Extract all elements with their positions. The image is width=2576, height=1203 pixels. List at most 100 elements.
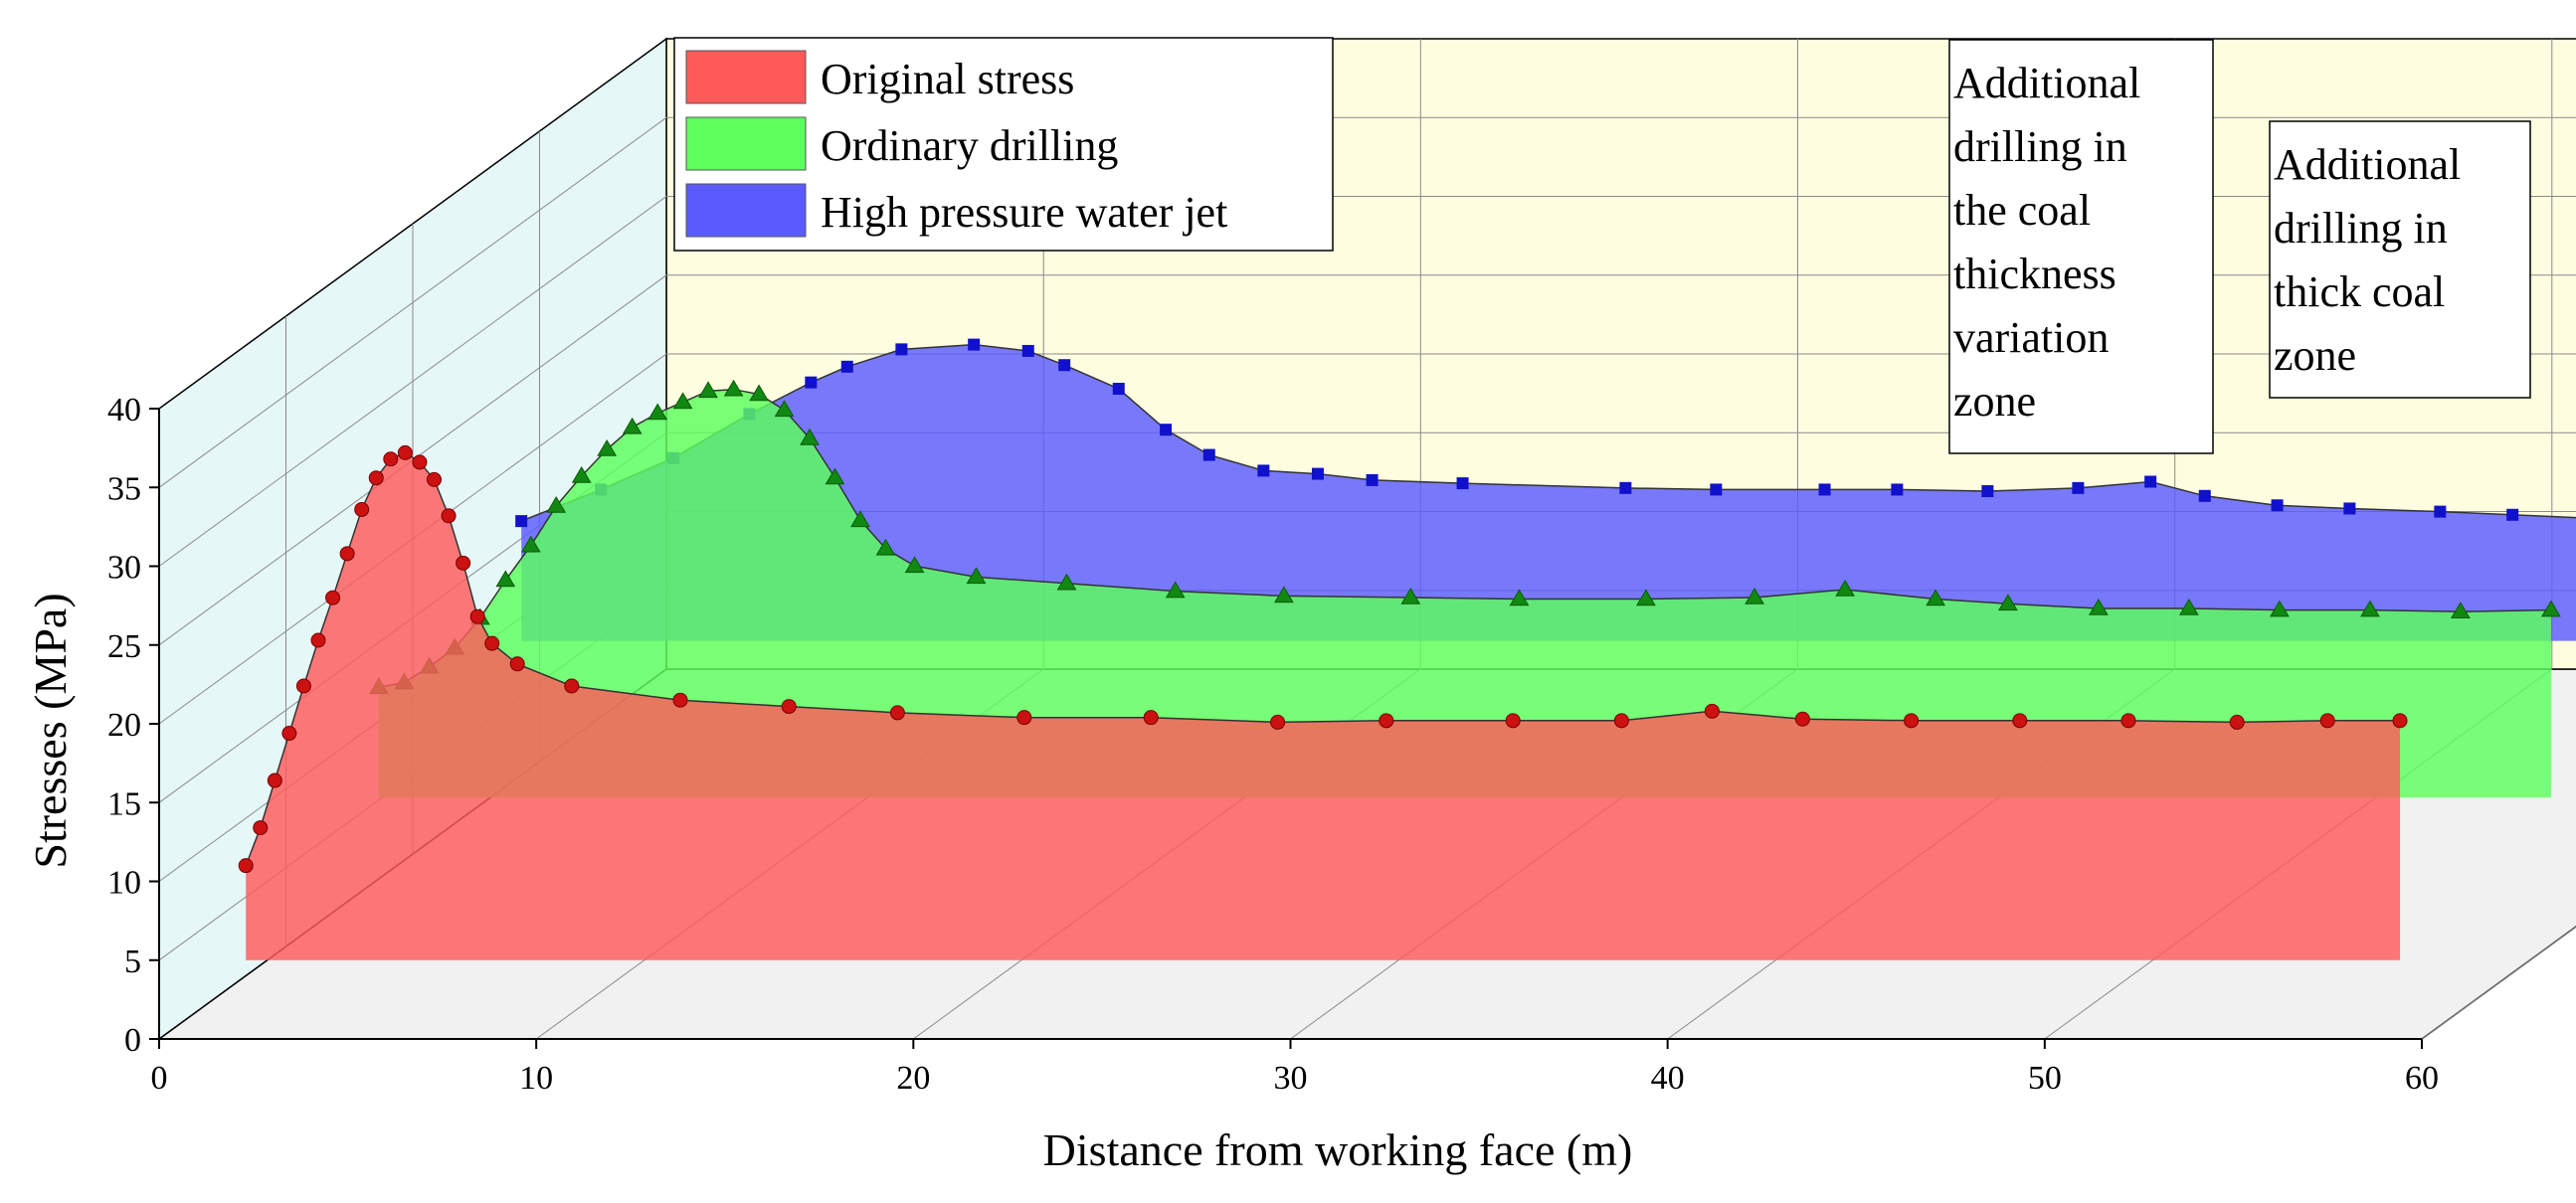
data-point xyxy=(2270,600,2290,617)
y-tick-label: 10 xyxy=(107,865,141,902)
data-point xyxy=(672,692,688,708)
legend-swatch-original-stress xyxy=(685,50,807,104)
legend-label-original-stress: Original stress xyxy=(821,55,1074,103)
data-point xyxy=(2120,713,2136,729)
data-point xyxy=(840,360,853,373)
legend-label-water-jet: High pressure water jet xyxy=(821,188,1227,237)
data-point xyxy=(509,656,525,672)
annotation-box xyxy=(2269,120,2531,399)
data-point xyxy=(495,570,516,588)
data-point xyxy=(1257,464,1270,477)
data-point xyxy=(1891,483,1904,496)
tick-labels: 0 5 10 15 20 25 30 35 40 0 10 20 30 40 50 60 xyxy=(107,392,2439,1097)
data-point xyxy=(281,726,297,742)
data-point xyxy=(238,858,254,874)
annotation-line: drilling in xyxy=(2274,204,2448,253)
data-point xyxy=(850,510,870,528)
y-tick-label: 5 xyxy=(124,944,141,980)
data-point xyxy=(1835,580,1855,597)
x-tick-label: 20 xyxy=(896,1060,930,1097)
annotation-line: thick coal xyxy=(2274,267,2445,316)
axes xyxy=(149,408,2423,1049)
data-point xyxy=(2434,505,2447,518)
data-point xyxy=(966,567,987,585)
data-point xyxy=(397,444,413,460)
data-point xyxy=(597,439,618,456)
data-point xyxy=(1143,710,1159,726)
annotation-line: drilling in xyxy=(1953,122,2127,171)
y-tick-label: 20 xyxy=(107,707,141,744)
data-point xyxy=(2072,481,2085,494)
data-point xyxy=(368,470,384,486)
data-point xyxy=(723,379,744,397)
y-tick-label: 40 xyxy=(107,392,141,429)
data-point xyxy=(325,590,341,605)
data-point xyxy=(1794,711,1810,727)
data-point xyxy=(2229,714,2245,730)
data-point xyxy=(1270,714,1286,730)
annotation-coal-thickness-variation-zone: Additional drilling in the coal thicknes… xyxy=(1948,39,2214,454)
data-point xyxy=(805,376,818,389)
legend-label-ordinary-drilling: Ordinary drilling xyxy=(821,121,1118,170)
data-point xyxy=(1016,710,1032,726)
x-tick-label: 50 xyxy=(2028,1060,2062,1097)
data-point xyxy=(383,451,399,467)
data-point xyxy=(412,454,428,470)
data-point xyxy=(698,381,718,399)
annotation-line: zone xyxy=(2274,331,2356,380)
x-tick-label: 10 xyxy=(519,1060,553,1097)
data-point xyxy=(1165,581,1186,599)
data-point xyxy=(2089,599,2109,615)
annotation-line: Additional xyxy=(2274,140,2461,189)
data-point xyxy=(1456,477,1469,490)
data-point xyxy=(1056,573,1077,591)
data-point xyxy=(571,465,592,483)
data-point xyxy=(267,773,282,788)
y-tick-label: 30 xyxy=(107,550,141,587)
data-point xyxy=(2012,713,2028,729)
data-point xyxy=(672,392,693,410)
data-point xyxy=(1202,448,1215,461)
data-point xyxy=(1636,589,1656,606)
data-point xyxy=(1745,588,1764,604)
data-point xyxy=(339,546,355,562)
annotation-box xyxy=(1948,39,2214,454)
data-point xyxy=(2144,475,2157,488)
data-point xyxy=(354,501,370,517)
data-point xyxy=(2198,489,2211,502)
data-point xyxy=(1058,359,1071,372)
data-point xyxy=(310,632,326,648)
data-point xyxy=(1619,481,1632,494)
data-point xyxy=(1509,589,1530,606)
annotation-line: Additional xyxy=(1953,59,2140,107)
x-tick-label: 60 xyxy=(2405,1060,2439,1097)
data-point xyxy=(520,535,541,553)
data-point xyxy=(1366,473,1379,486)
data-point xyxy=(774,400,795,418)
x-tick-label: 40 xyxy=(1651,1060,1685,1097)
annotation-line: zone xyxy=(1953,377,2036,426)
y-tick-label: 0 xyxy=(124,1022,141,1059)
series-area xyxy=(246,452,2401,960)
data-point xyxy=(2319,713,2335,729)
y-tick-label: 15 xyxy=(107,785,141,822)
data-point xyxy=(895,343,908,356)
y-tick-label: 35 xyxy=(107,470,141,507)
legend-swatch-water-jet xyxy=(685,183,807,238)
data-point xyxy=(1160,424,1173,436)
data-point xyxy=(2179,599,2199,615)
data-point xyxy=(546,496,567,513)
x-tick-label: 0 xyxy=(151,1060,168,1097)
data-point xyxy=(484,635,500,651)
data-point xyxy=(825,467,845,485)
data-point xyxy=(1981,485,1994,498)
data-point xyxy=(875,538,896,556)
annotation-line: variation xyxy=(1953,313,2109,362)
data-point xyxy=(2451,602,2471,618)
data-point xyxy=(1505,713,1521,729)
series-area xyxy=(378,389,2551,798)
data-point xyxy=(2360,600,2380,617)
x-axis-title: Distance from working face (m) xyxy=(1043,1124,1633,1175)
data-point xyxy=(1704,703,1720,719)
data-point xyxy=(426,471,442,487)
